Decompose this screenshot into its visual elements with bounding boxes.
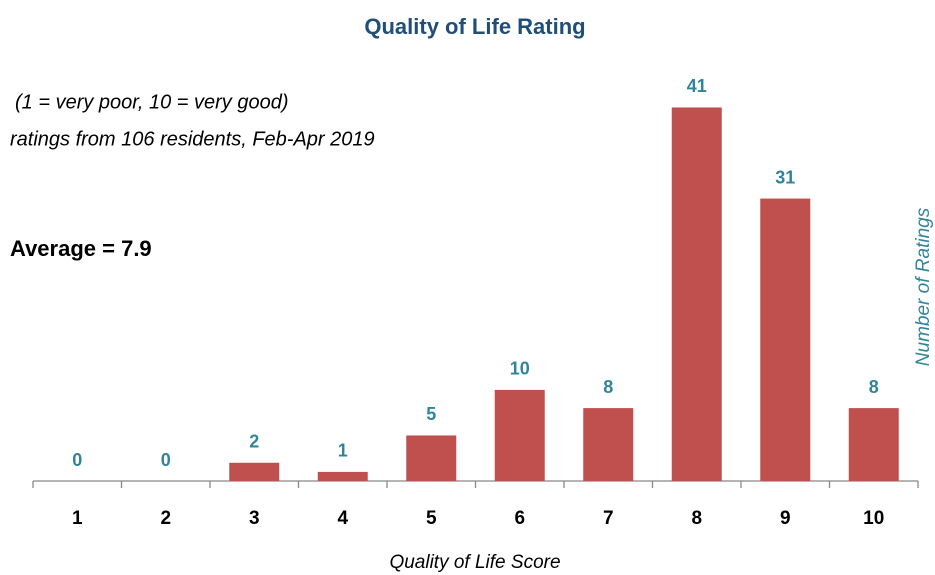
y-axis-label: Number of Ratings [913, 207, 934, 366]
data-label: 8 [603, 377, 613, 397]
bar [583, 408, 634, 481]
data-label: 8 [869, 377, 879, 397]
x-tick-label: 8 [691, 508, 702, 529]
x-tick-label: 2 [160, 508, 171, 529]
x-tick-label: 1 [72, 508, 83, 529]
chart-title: Quality of Life Rating [364, 14, 585, 39]
bar [848, 408, 899, 481]
bar [760, 198, 811, 482]
data-label: 0 [161, 450, 171, 470]
bar [406, 435, 457, 481]
x-tick-label: 7 [603, 508, 614, 529]
annotation: ratings from 106 residents, Feb-Apr 2019 [10, 128, 375, 150]
x-tick-label: 10 [863, 508, 884, 529]
data-label: 10 [510, 359, 530, 379]
x-tick-label: 6 [514, 508, 525, 529]
annotation: (1 = very poor, 10 = very good) [15, 91, 289, 113]
bar [494, 389, 545, 481]
data-label: 31 [775, 167, 795, 187]
data-label: 5 [426, 404, 436, 424]
bar [671, 107, 722, 481]
bar [229, 462, 280, 481]
x-tick-label: 3 [249, 508, 260, 529]
bar [317, 471, 368, 481]
data-label: 1 [338, 441, 348, 461]
x-axis-label: Quality of Life Score [389, 552, 560, 573]
x-tick-label: 4 [337, 508, 348, 529]
data-label: 41 [687, 76, 707, 96]
annotation: Average = 7.9 [10, 236, 152, 261]
x-tick-label: 9 [780, 508, 791, 529]
data-label: 2 [249, 432, 259, 452]
data-label: 0 [72, 450, 82, 470]
x-tick-label: 5 [426, 508, 437, 529]
